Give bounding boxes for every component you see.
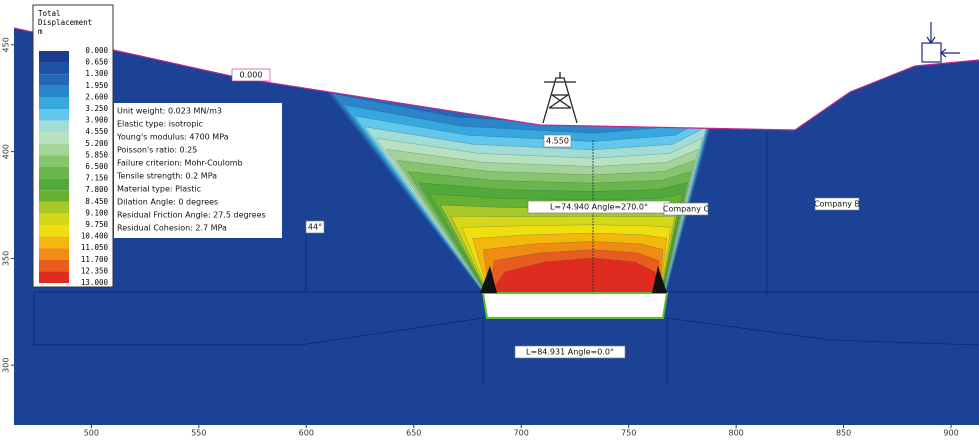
legend-level: 13.000: [81, 278, 109, 287]
y-axis-strip: [0, 0, 14, 425]
x-tick-label: 650: [406, 429, 421, 438]
legend-level: 6.500: [85, 162, 108, 171]
material-property: Poisson's ratio: 0.25: [117, 146, 197, 155]
load-icon: [921, 22, 960, 63]
legend-level: 7.150: [85, 174, 108, 183]
x-axis-strip: [0, 425, 979, 439]
legend-swatch: [39, 225, 69, 237]
legend-swatch: [39, 74, 69, 86]
legend-level: 12.350: [81, 266, 109, 275]
annotation: Company B: [814, 200, 860, 209]
legend-swatch: [39, 178, 69, 191]
legend-level: 10.400: [81, 232, 109, 241]
annotation: 4.550: [546, 137, 569, 146]
annotation-box: [305, 220, 325, 234]
x-tick-label: 700: [514, 429, 529, 438]
legend-level: 9.750: [85, 220, 108, 229]
legend-level: 4.550: [85, 127, 108, 136]
y-tick-label: 300: [2, 358, 11, 373]
material-property: Dilation Angle: 0 degrees: [117, 198, 218, 207]
material-property: Elastic type: isotropic: [117, 120, 203, 129]
legend-swatch: [39, 143, 69, 156]
legend-level: 3.250: [85, 104, 108, 113]
annotation: 0.000: [240, 71, 263, 80]
legend-swatch: [39, 51, 69, 63]
legend-swatch: [39, 62, 69, 75]
material-property: Residual Cohesion: 2.7 MPa: [117, 224, 227, 233]
annotation-box: [231, 68, 271, 82]
legend-level: 1.950: [85, 81, 108, 90]
legend-swatch: [39, 248, 69, 260]
y-tick-label: 350: [2, 251, 11, 266]
legend-swatch: [39, 190, 69, 202]
legend-swatch: [39, 132, 69, 144]
material-box: [114, 103, 282, 238]
material-property: Unit weight: 0.023 MN/m3: [117, 107, 222, 116]
x-tick-label: 900: [943, 429, 958, 438]
boundaries: [33, 132, 979, 385]
legend-level: 5.850: [85, 150, 108, 159]
legend-level: 11.700: [81, 255, 109, 264]
legend-swatch: [39, 120, 69, 133]
legend-level: 2.600: [85, 92, 108, 101]
legend-swatch: [39, 271, 69, 283]
y-tick-label: 450: [2, 37, 11, 52]
legend-swatch: [39, 167, 69, 179]
x-tick-label: 750: [621, 429, 636, 438]
material-property: Failure criterion: Mohr-Coulomb: [117, 159, 243, 168]
legend-swatch: [39, 259, 69, 272]
annotation-box: [514, 345, 626, 359]
excavation: [481, 292, 669, 319]
legend-title: Displacement: [38, 18, 92, 27]
material-property: Tensile strength: 0.2 MPa: [116, 172, 217, 181]
x-tick-label: 600: [299, 429, 314, 438]
legend-swatch: [39, 85, 69, 98]
legend-swatch: [39, 109, 69, 121]
x-tick-label: 500: [84, 429, 99, 438]
legend-swatch: [39, 201, 69, 214]
legend-level: 7.800: [85, 185, 108, 194]
material-property: Residual Friction Angle: 27.5 degrees: [117, 211, 266, 220]
legend-title: m: [38, 27, 43, 36]
legend-level: 0.000: [85, 46, 108, 55]
legend-title: Total: [38, 9, 61, 18]
derrick-icon: [542, 72, 578, 124]
legend-level: 5.200: [85, 139, 108, 148]
y-tick-label: 400: [2, 144, 11, 159]
annotation-box: [663, 202, 709, 216]
legend-level: 0.650: [85, 58, 108, 67]
material-property: Material type: Plastic: [117, 185, 201, 194]
legend-level: 3.900: [85, 116, 108, 125]
x-tick-label: 550: [191, 429, 206, 438]
legend-swatch: [39, 97, 69, 109]
annotation-box: [814, 197, 860, 211]
annotation: Company C: [663, 205, 710, 214]
x-tick-label: 850: [836, 429, 851, 438]
legend-swatch: [39, 155, 69, 167]
annotation: L=84.931 Angle=0.0°: [526, 348, 614, 357]
legend-level: 11.050: [81, 243, 109, 252]
legend-swatch: [39, 236, 69, 249]
legend-level: 1.300: [85, 69, 108, 78]
material-property: Young's modulus: 4700 MPa: [116, 133, 229, 142]
annotation: L=74.940 Angle=270.0°: [550, 203, 648, 212]
legend-level: 8.450: [85, 197, 108, 206]
annotation: 44°: [308, 223, 322, 232]
x-tick-label: 800: [728, 429, 743, 438]
legend-swatch: [39, 213, 69, 225]
legend-level: 9.100: [85, 208, 108, 217]
annotation-box: [543, 134, 572, 148]
